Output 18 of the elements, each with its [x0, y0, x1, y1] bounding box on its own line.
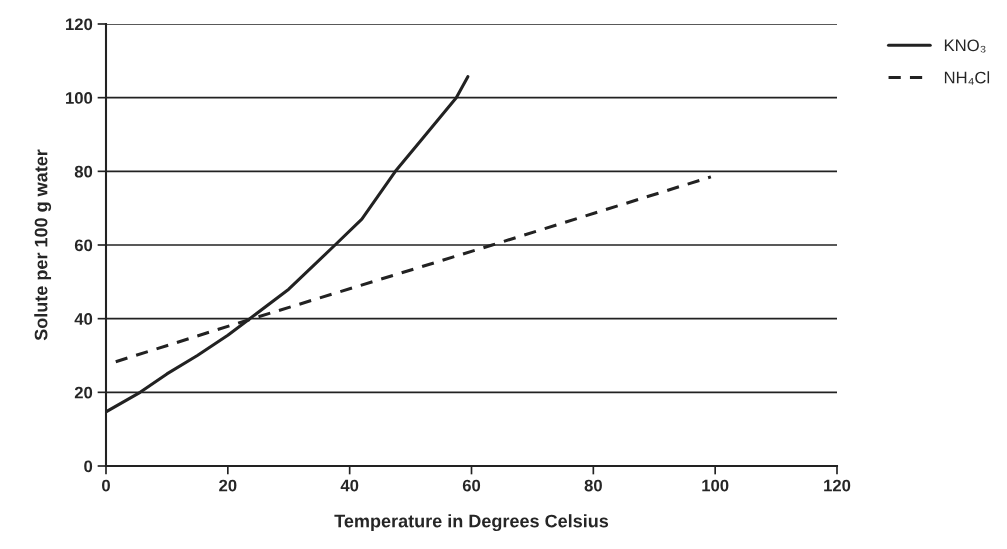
y-tick-label: 0 — [84, 460, 93, 473]
x-tick-label: 100 — [702, 479, 729, 492]
y-tick-label: 100 — [66, 92, 93, 104]
x-tick-label: 60 — [462, 479, 481, 492]
x-tick-label: 120 — [824, 479, 851, 492]
x-axis-title: Temperature in Degrees Celsius — [334, 514, 609, 532]
y-tick-label: 40 — [74, 313, 93, 325]
y-tick-label: 20 — [74, 386, 93, 399]
y-tick-label: 60 — [74, 239, 93, 252]
x-tick-label: 0 — [102, 479, 110, 492]
x-tick-label: 80 — [584, 479, 602, 492]
x-tick-label: 40 — [340, 479, 359, 492]
y-axis-title: Solute per 100 g water — [34, 149, 52, 341]
legend-label: NH₄Cl — [944, 71, 990, 85]
legend-label: KNO₃ — [944, 39, 986, 53]
x-tick-label: 20 — [219, 479, 237, 492]
y-tick-label: 80 — [74, 165, 93, 178]
y-tick-label: 120 — [66, 18, 93, 31]
